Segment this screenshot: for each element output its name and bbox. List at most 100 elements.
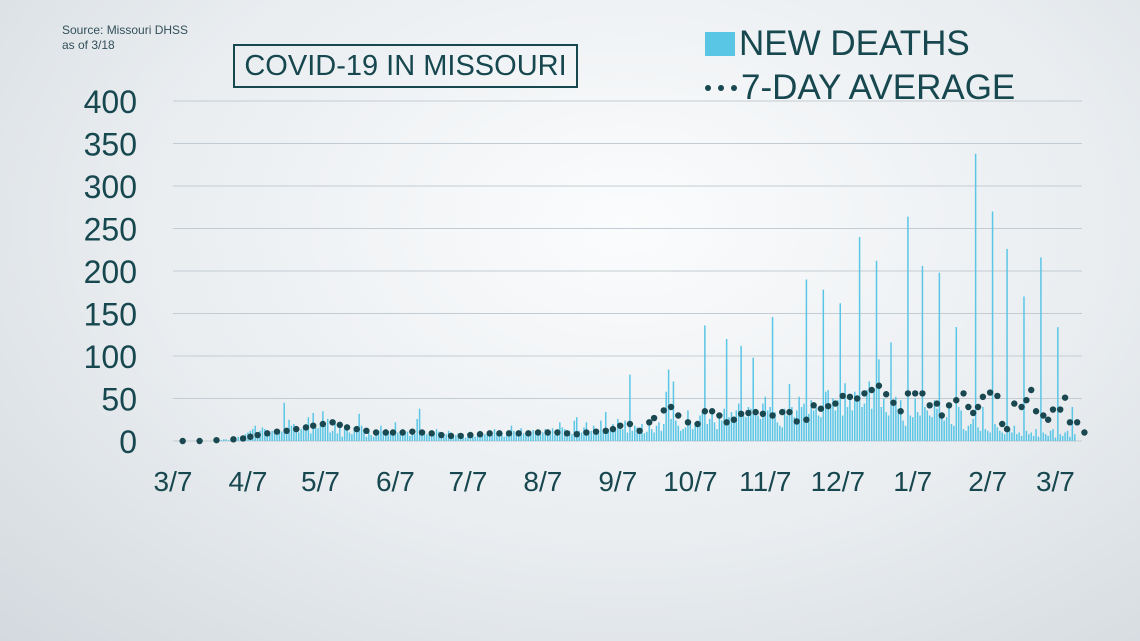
bar: [382, 432, 385, 441]
bar: [617, 418, 619, 441]
bar: [716, 429, 718, 441]
bar: [365, 436, 368, 441]
bar: [977, 427, 979, 441]
avg-point: [196, 437, 203, 445]
bar: [273, 431, 276, 441]
avg-point: [938, 412, 945, 419]
avg-point: [701, 408, 709, 415]
bar: [331, 430, 334, 441]
avg-point: [264, 430, 271, 437]
bar: [1023, 296, 1025, 441]
bar: [870, 408, 873, 441]
bar: [945, 417, 948, 441]
x-tick-label: 11/7: [739, 466, 791, 497]
bar: [530, 431, 532, 441]
bar: [776, 422, 779, 441]
bar: [798, 396, 800, 441]
bar: [440, 435, 443, 441]
bar: [887, 415, 890, 441]
bar: [846, 407, 849, 441]
bar: [737, 403, 740, 441]
avg-point: [583, 429, 590, 436]
bar: [989, 432, 991, 441]
avg-point: [626, 420, 634, 428]
avg-point: [363, 427, 370, 434]
bar: [614, 430, 617, 441]
avg-point: [667, 403, 675, 411]
avg-point: [926, 402, 933, 409]
avg-point: [960, 390, 967, 397]
bar: [387, 430, 389, 441]
bar: [986, 430, 989, 441]
bar: [926, 410, 929, 441]
bar: [297, 432, 300, 441]
bar: [735, 410, 738, 441]
bar: [319, 424, 322, 441]
bar: [491, 435, 493, 441]
bar: [532, 429, 534, 441]
avg-point: [646, 419, 653, 426]
bar: [295, 430, 298, 441]
avg-point: [730, 416, 738, 423]
avg-point: [239, 435, 247, 442]
bar: [568, 430, 571, 441]
bar: [914, 398, 916, 441]
bar: [974, 153, 977, 441]
bar: [779, 425, 781, 441]
avg-point: [389, 429, 397, 436]
bar: [341, 436, 343, 441]
bar: [711, 410, 713, 441]
bar: [433, 433, 435, 441]
avg-point: [496, 430, 503, 437]
bar: [965, 430, 967, 441]
x-tick-label: 6/7: [376, 466, 415, 497]
bar: [607, 429, 609, 441]
bar: [1030, 432, 1032, 441]
bar: [723, 408, 725, 441]
avg-point: [1081, 429, 1088, 436]
bar: [820, 417, 822, 441]
bar: [336, 433, 339, 441]
avg-point: [660, 407, 667, 414]
bar: [1001, 432, 1003, 441]
bar: [353, 427, 356, 441]
bar: [1052, 429, 1054, 441]
source-note: Source: Missouri DHSS as of 3/18: [62, 23, 188, 53]
avg-point: [213, 436, 220, 444]
bar: [672, 381, 675, 441]
bar: [302, 427, 305, 441]
bar: [1044, 434, 1047, 441]
bar: [421, 433, 423, 441]
bar: [571, 434, 573, 441]
bar: [1073, 434, 1076, 441]
x-tick-label: 7/7: [448, 466, 487, 497]
bar: [885, 412, 887, 441]
bar: [733, 418, 735, 441]
avg-point: [230, 436, 237, 443]
bar: [370, 435, 372, 441]
bar: [675, 420, 677, 441]
avg-point: [1011, 400, 1018, 407]
bar: [375, 433, 377, 441]
legend-label-new-deaths: NEW DEATHS: [739, 24, 970, 63]
avg-point: [694, 420, 701, 428]
avg-point: [779, 408, 786, 416]
bar: [841, 415, 844, 441]
bar: [689, 420, 692, 441]
bar: [646, 431, 648, 441]
bar: [800, 407, 803, 441]
bar: [752, 357, 754, 441]
bar: [861, 407, 863, 441]
bar: [360, 425, 363, 441]
bar: [1028, 434, 1030, 441]
y-tick-label: 250: [84, 212, 137, 248]
bar: [803, 403, 805, 441]
bar: [334, 420, 336, 441]
avg-point: [882, 391, 890, 398]
bar: [742, 415, 745, 441]
bar: [713, 422, 716, 441]
bar: [476, 435, 479, 441]
bar: [653, 432, 655, 441]
bar: [781, 427, 783, 441]
bar: [921, 265, 924, 441]
